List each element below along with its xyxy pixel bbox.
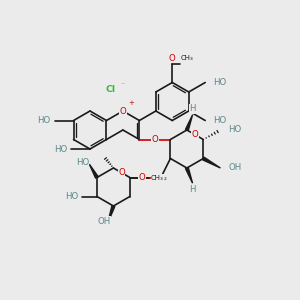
Text: HO: HO (37, 116, 50, 125)
Text: HO: HO (213, 78, 226, 87)
Polygon shape (89, 164, 98, 178)
Polygon shape (108, 206, 115, 223)
Text: O: O (118, 168, 125, 177)
Text: H: H (189, 185, 196, 194)
Text: +: + (128, 100, 134, 106)
Text: ⁻: ⁻ (121, 80, 125, 89)
Text: CH₃: CH₃ (151, 175, 164, 181)
Polygon shape (185, 167, 193, 183)
Text: HO: HO (65, 192, 78, 201)
Text: CH₂: CH₂ (154, 175, 167, 181)
Text: HO: HO (54, 145, 67, 154)
Text: CH₃: CH₃ (180, 56, 193, 62)
Text: HO: HO (228, 125, 242, 134)
Text: O: O (192, 130, 199, 139)
Text: Cl: Cl (106, 85, 116, 94)
Text: OH: OH (97, 217, 110, 226)
Text: O: O (152, 135, 158, 144)
Text: HO: HO (76, 158, 89, 167)
Polygon shape (202, 157, 220, 168)
Text: O: O (169, 54, 175, 63)
Text: O: O (139, 173, 145, 182)
Polygon shape (185, 115, 193, 130)
Text: OH: OH (228, 164, 242, 172)
Text: H: H (189, 104, 196, 113)
Text: HO: HO (213, 116, 226, 125)
Text: O: O (119, 106, 126, 116)
